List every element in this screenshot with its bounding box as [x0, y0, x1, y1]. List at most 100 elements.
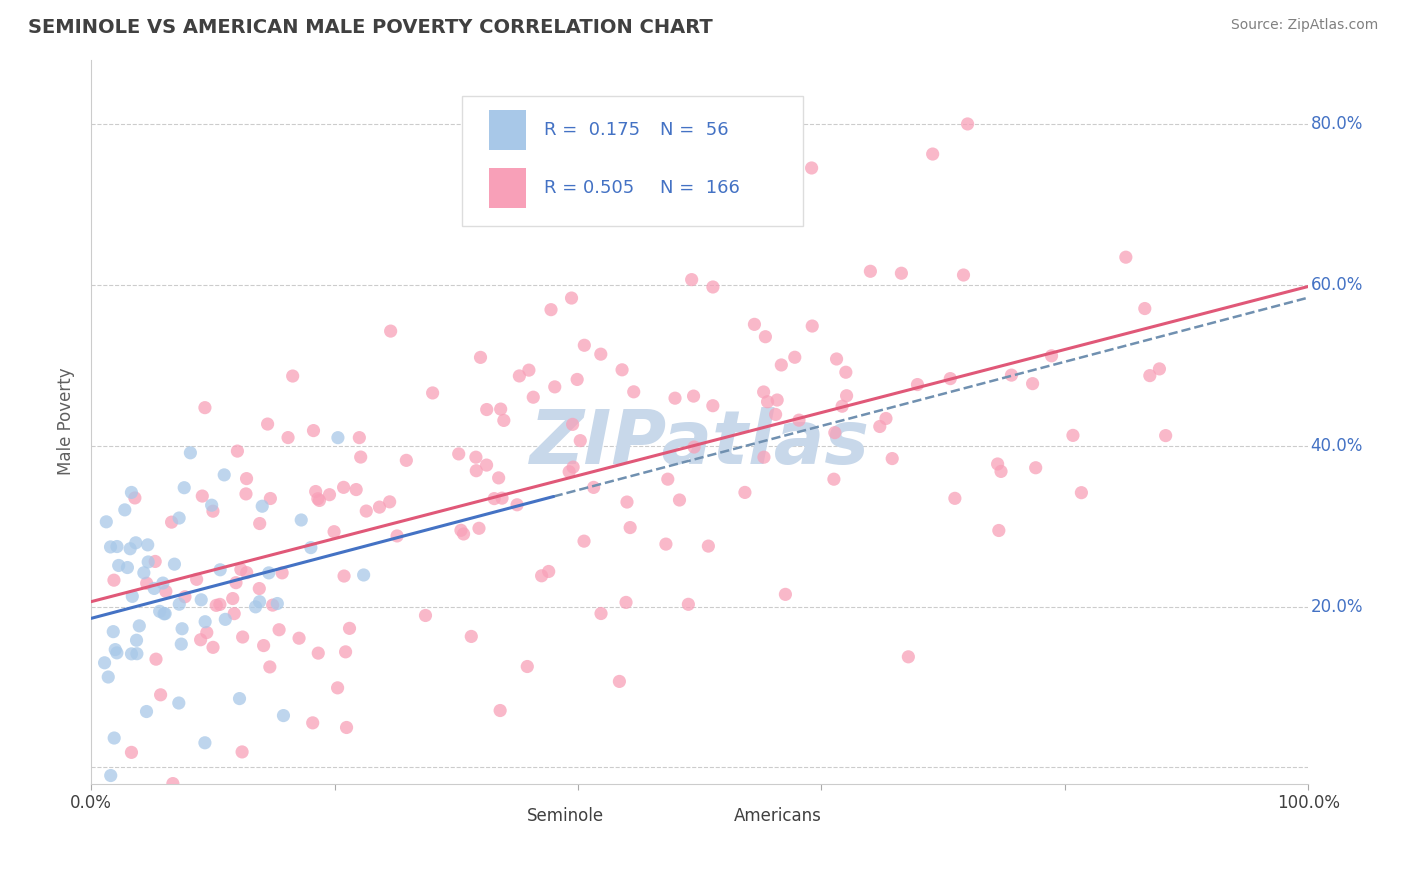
Point	[516, 659, 538, 673]
Point	[702, 399, 724, 413]
Point	[623, 384, 645, 399]
Point	[259, 660, 281, 674]
Point	[333, 569, 356, 583]
Point	[224, 607, 246, 621]
Point	[114, 503, 136, 517]
Point	[450, 524, 472, 538]
Point	[96, 515, 118, 529]
Text: Americans: Americans	[734, 807, 821, 825]
Point	[465, 464, 488, 478]
Point	[488, 471, 510, 485]
Point	[103, 573, 125, 587]
Point	[125, 633, 148, 648]
Point	[395, 453, 418, 467]
Point	[252, 639, 274, 653]
Point	[249, 516, 271, 531]
Point	[326, 431, 349, 445]
Point	[349, 431, 371, 445]
Point	[464, 450, 486, 465]
Point	[766, 392, 789, 407]
Point	[305, 484, 328, 499]
Point	[125, 536, 148, 550]
Point	[475, 402, 498, 417]
Point	[943, 491, 966, 506]
Point	[105, 540, 128, 554]
Point	[332, 480, 354, 494]
Point	[173, 481, 195, 495]
Point	[1139, 368, 1161, 383]
Point	[350, 450, 373, 464]
Point	[702, 280, 724, 294]
Bar	[489, 111, 526, 150]
Point	[492, 413, 515, 427]
Point	[153, 607, 176, 621]
Point	[335, 645, 357, 659]
Point	[987, 524, 1010, 538]
Point	[194, 401, 217, 415]
Point	[190, 592, 212, 607]
Point	[208, 598, 231, 612]
Point	[562, 460, 585, 475]
Point	[229, 562, 252, 576]
Point	[335, 721, 357, 735]
Point	[269, 623, 291, 637]
Point	[259, 491, 281, 506]
Point	[787, 413, 810, 427]
Point	[882, 451, 904, 466]
Point	[385, 529, 408, 543]
Point	[143, 554, 166, 568]
Point	[610, 363, 633, 377]
Point	[97, 670, 120, 684]
Point	[271, 566, 294, 580]
Point	[353, 568, 375, 582]
Point	[174, 590, 197, 604]
Point	[823, 472, 845, 486]
Point	[120, 541, 142, 556]
Point	[484, 491, 506, 506]
Point	[752, 384, 775, 399]
Point	[301, 715, 323, 730]
Point	[307, 491, 329, 506]
Point	[266, 597, 288, 611]
Point	[567, 372, 589, 386]
Point	[508, 368, 530, 383]
Point	[657, 472, 679, 486]
Point	[117, 560, 139, 574]
Point	[1154, 428, 1177, 442]
Text: 40.0%: 40.0%	[1310, 437, 1362, 455]
Point	[835, 365, 858, 379]
Point	[235, 487, 257, 501]
Point	[250, 500, 273, 514]
Point	[302, 424, 325, 438]
Point	[132, 566, 155, 580]
Point	[668, 493, 690, 508]
Point	[135, 576, 157, 591]
Point	[136, 538, 159, 552]
Point	[540, 302, 562, 317]
Point	[939, 371, 962, 385]
Point	[205, 599, 228, 613]
Point	[422, 386, 444, 401]
Point	[447, 447, 470, 461]
Point	[226, 444, 249, 458]
Point	[232, 630, 254, 644]
Point	[561, 417, 583, 432]
Point	[744, 318, 766, 332]
Point	[245, 599, 267, 614]
Point	[299, 541, 322, 555]
Point	[589, 607, 612, 621]
Point	[231, 745, 253, 759]
Point	[468, 521, 491, 535]
Point	[121, 647, 143, 661]
Point	[1062, 428, 1084, 442]
Point	[754, 329, 776, 343]
Point	[194, 736, 217, 750]
Point	[307, 646, 329, 660]
Point	[765, 408, 787, 422]
Point	[470, 351, 492, 365]
Text: N =  56: N = 56	[659, 121, 728, 139]
Point	[344, 483, 367, 497]
Point	[170, 637, 193, 651]
Point	[1133, 301, 1156, 316]
Point	[128, 619, 150, 633]
